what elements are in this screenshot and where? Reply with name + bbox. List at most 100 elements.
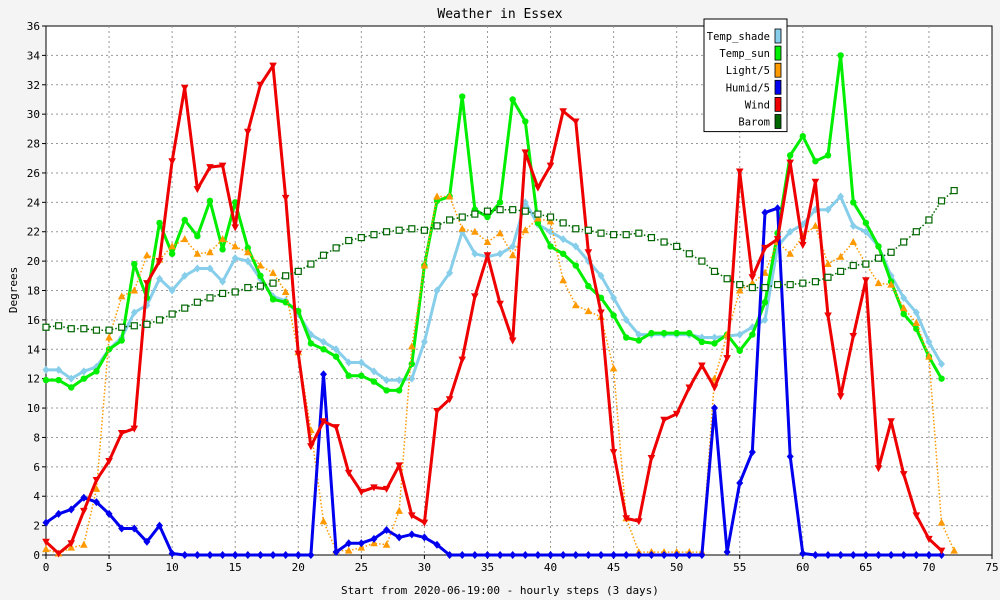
barom-point — [67, 325, 75, 333]
temp-shade-point — [420, 337, 428, 346]
barom-point — [824, 273, 832, 281]
series-humid-5 — [42, 204, 946, 559]
x-tick-label: 10 — [166, 561, 179, 574]
light-5-point — [458, 224, 467, 232]
light-5-point — [824, 260, 832, 268]
x-tick-label: 50 — [670, 561, 683, 574]
y-tick-label: 10 — [27, 402, 40, 415]
temp-sun-point — [395, 387, 403, 394]
barom-point — [118, 323, 126, 331]
temp-shade-point — [42, 365, 50, 374]
light-5-point — [912, 318, 921, 326]
y-tick-label: 22 — [27, 226, 40, 239]
humid-5-point — [761, 208, 769, 217]
light-5-point — [609, 364, 618, 372]
wind-point — [382, 485, 391, 493]
wind-point — [307, 443, 315, 451]
legend-label: Humid/5 — [726, 82, 770, 94]
wind-point — [332, 424, 340, 432]
temp-shade-point — [711, 333, 719, 342]
barom-point — [105, 326, 113, 334]
humid-5-point — [673, 551, 681, 559]
series-group — [42, 52, 958, 559]
light-5-point — [508, 251, 517, 259]
wind-point — [407, 512, 416, 520]
light-5-point — [193, 249, 202, 257]
temp-sun-point — [257, 272, 264, 280]
light-5-point — [117, 292, 126, 300]
temp-shade-point — [156, 274, 164, 283]
temp-shade-point — [433, 286, 441, 295]
y-tick-label: 14 — [27, 343, 41, 356]
barom-point — [155, 316, 164, 324]
temp-shade-point — [395, 376, 403, 385]
temp-sun-point — [559, 250, 567, 257]
y-tick-label: 8 — [33, 431, 40, 444]
wind-point — [887, 418, 895, 426]
temp-sun-point — [295, 307, 302, 315]
x-tick-label: 30 — [418, 561, 431, 574]
humid-5-point — [635, 551, 643, 559]
legend-swatch — [774, 28, 782, 44]
temp-sun-point — [799, 133, 806, 140]
temp-sun-point — [42, 376, 50, 384]
light-5-point — [735, 286, 744, 294]
humid-5-point — [458, 551, 466, 559]
barom-point — [950, 186, 958, 195]
temp-sun-point — [131, 260, 138, 268]
wind-point — [433, 407, 441, 415]
barom-point — [698, 257, 706, 265]
wind-point — [597, 309, 605, 317]
wind-point — [180, 84, 189, 92]
wind-point — [445, 396, 454, 404]
wind-point — [105, 457, 113, 465]
wind-point — [508, 337, 517, 345]
wind-point — [67, 540, 76, 548]
temp-shade-point — [345, 358, 353, 367]
temp-sun-point — [749, 331, 756, 338]
x-tick-label: 15 — [229, 561, 242, 574]
y-tick-label: 6 — [33, 461, 40, 474]
temp-shade-point — [219, 277, 227, 286]
y-tick-label: 30 — [27, 108, 40, 121]
humid-5-point — [685, 551, 693, 559]
humid-5-point — [559, 551, 567, 559]
barom-point — [559, 219, 567, 227]
temp-sun-point — [623, 334, 630, 341]
temp-shade-point — [206, 264, 214, 273]
chart-title: Weather in Essex — [437, 7, 562, 22]
humid-5-point — [736, 478, 744, 487]
barom-point — [534, 210, 542, 218]
barom-point — [811, 278, 820, 286]
temp-sun-point — [358, 372, 365, 379]
humid-5-point — [181, 551, 189, 559]
humid-5-point — [622, 551, 630, 559]
humid-5-point — [357, 539, 365, 548]
temp-sun-point — [862, 219, 870, 227]
temp-shade-point — [938, 359, 946, 368]
wind-point — [799, 241, 807, 249]
temp-shade-point — [597, 271, 605, 280]
light-5-point — [168, 242, 176, 250]
light-5-point — [584, 307, 593, 315]
temp-sun-point — [68, 384, 75, 391]
barom-point — [130, 322, 138, 330]
temp-sun-point — [408, 360, 415, 368]
temp-sun-point — [194, 232, 201, 240]
humid-5-point — [219, 551, 227, 559]
temp-sun-point — [875, 243, 882, 250]
temp-shade-point — [862, 227, 870, 236]
humid-5-point — [572, 551, 580, 559]
light-5-point — [407, 342, 416, 350]
barom-point — [660, 238, 668, 246]
barom-point — [357, 234, 365, 242]
humid-5-point — [610, 551, 618, 559]
wind-point — [92, 477, 101, 485]
wind-point — [647, 455, 656, 463]
temp-sun-point — [496, 199, 504, 206]
temp-sun-point — [370, 378, 378, 385]
temp-sun-point — [320, 346, 327, 353]
y-tick-label: 18 — [27, 285, 40, 298]
humid-5-point — [496, 551, 504, 559]
temp-sun-point — [786, 152, 794, 159]
